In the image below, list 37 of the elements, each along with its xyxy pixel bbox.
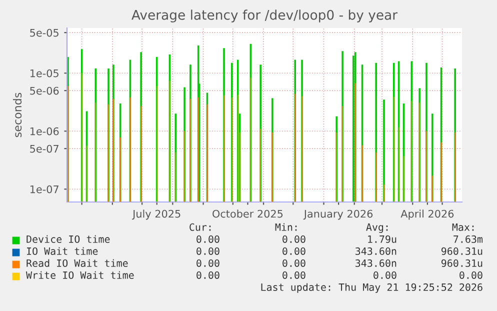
text: 0.00 [196, 259, 220, 267]
text: 0.00 [196, 235, 220, 243]
y-tick-label: 5e-05 [30, 28, 58, 37]
text: Max: [452, 223, 474, 231]
y-tick-label: 1e-05 [30, 69, 58, 78]
text: Cur: [190, 223, 211, 231]
text: 0.00 [282, 271, 306, 279]
text: Avg: [366, 223, 388, 233]
text: Min: [275, 223, 297, 231]
chart-title: Average latency for /dev/loop0 - by year [132, 10, 398, 22]
x-tick-label: April 2026 [400, 210, 454, 220]
legend-label: Write IO Wait time [26, 271, 134, 279]
y-axis-title: seconds [13, 92, 22, 138]
text: 343.60n [356, 259, 396, 267]
text: 0.00 [282, 247, 306, 255]
text: 960.31u [441, 259, 482, 267]
y-tick-label: 1e-06 [30, 127, 59, 136]
text: 7.63m [454, 235, 483, 243]
text: 0.00 [374, 271, 396, 279]
text: 960.31u [441, 247, 482, 255]
text: 0.00 [460, 271, 482, 279]
text: 1.79u [368, 235, 396, 243]
text: 0.00 [196, 247, 220, 255]
text: 0.00 [282, 259, 306, 267]
text: 343.60n [356, 247, 396, 255]
x-tick-label: October 2025 [212, 210, 283, 218]
x-tick-label: January 2026 [303, 210, 373, 220]
legend-label: IO Wait time [26, 247, 98, 255]
legend-label: Device IO time [26, 235, 110, 243]
text: Last update: Thu May 21 19:25:52 2026 [261, 283, 482, 293]
y-tick-label: 5e-06 [30, 86, 59, 95]
legend-label: Read IO Wait time [26, 259, 128, 267]
y-tick-label: 5e-07 [30, 144, 58, 153]
y-tick-label: 1e-07 [30, 185, 58, 194]
x-tick-label: July 2025 [132, 210, 180, 220]
text: 0.00 [282, 235, 306, 243]
text: 0.00 [196, 271, 220, 279]
